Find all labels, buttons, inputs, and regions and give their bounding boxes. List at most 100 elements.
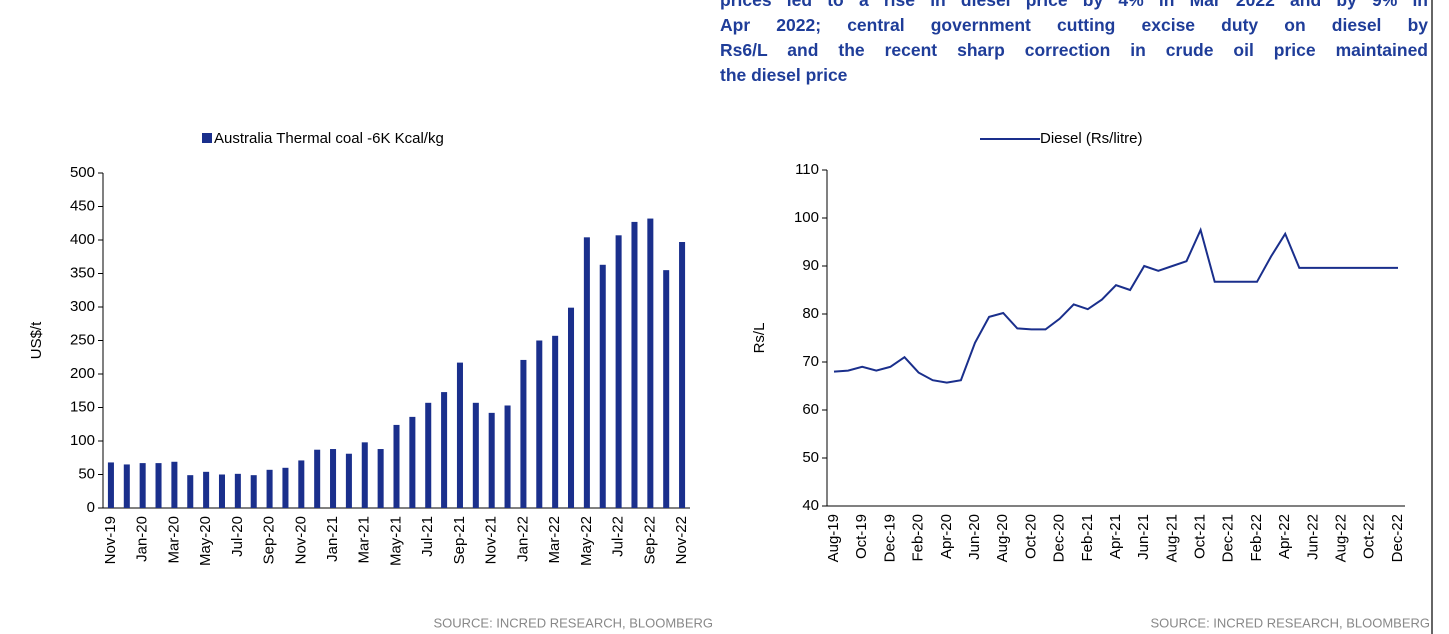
y-axis-label: US$/t [28,321,45,359]
bar [425,402,432,508]
bar [488,412,495,508]
y-tick-label: 90 [802,257,819,274]
note-line: prices led to a rise in diesel price by … [720,0,1428,10]
x-tick-label: Aug-20 [994,514,1011,562]
bar [234,473,241,508]
bar [393,424,400,508]
bar [615,235,622,508]
x-tick-label: Jan-22 [514,516,531,562]
bar [298,460,305,508]
bar [250,475,257,508]
y-tick-label: 400 [70,231,95,248]
y-tick-label: 350 [70,264,95,281]
x-tick-label: Jul-20 [229,516,246,557]
x-tick-label: Nov-22 [673,516,690,564]
bar [330,449,337,508]
y-tick-label: 250 [70,331,95,348]
bar [345,453,352,508]
bar [409,416,416,508]
y-tick-label: 450 [70,197,95,214]
bar [504,405,511,508]
x-tick-label: May-20 [197,516,214,566]
x-tick-label: Oct-21 [1192,514,1209,559]
bar [139,463,146,508]
x-tick-label: Oct-19 [853,514,870,559]
bar [599,264,606,508]
x-tick-label: May-21 [387,516,404,566]
x-tick-label: Jun-22 [1304,514,1321,560]
bar [218,474,226,508]
y-tick-label: 0 [87,499,95,516]
bar [361,442,368,508]
bar [456,362,463,508]
x-tick-label: Mar-21 [356,516,373,564]
bar [155,463,162,508]
bar [203,471,210,508]
legend-label: Australia Thermal coal -6K Kcal/kg [214,130,444,147]
x-tick-label: May-22 [578,516,595,566]
x-tick-label: Dec-21 [1220,514,1237,562]
x-tick-label: Sep-20 [261,516,278,564]
bar [679,242,686,508]
bar [647,218,654,508]
bar [187,475,194,508]
note-line: the diesel price [720,65,848,85]
bar [441,392,448,508]
y-tick-label: 500 [70,164,95,181]
x-tick-label: Jan-20 [134,516,151,562]
y-tick-label: 300 [70,298,95,315]
y-tick-label: 60 [802,401,819,418]
x-tick-label: Apr-21 [1107,514,1124,559]
bar [171,461,178,508]
line [833,227,1398,384]
bar [266,469,273,508]
x-tick-label: Dec-20 [1051,514,1068,562]
bar [472,402,479,508]
notes: prices led to a rise in diesel price by … [720,0,1428,88]
x-tick-label: Jul-22 [610,516,627,557]
bar [314,449,321,508]
legend-label: Diesel (Rs/litre) [1040,130,1143,147]
legend-swatch [202,133,212,143]
y-tick-label: 40 [802,497,819,514]
y-tick-label: 50 [802,449,819,466]
x-tick-label: Feb-21 [1079,514,1096,562]
bar [663,270,670,508]
x-tick-label: Mar-20 [165,516,182,564]
x-tick-label: Feb-20 [910,514,927,562]
x-tick-label: Aug-19 [825,514,842,562]
x-tick-label: Dec-22 [1389,514,1406,562]
x-tick-label: Apr-20 [938,514,955,559]
note-line: Apr 2022; central government cutting exc… [720,15,1428,35]
bar [520,359,527,508]
x-tick-label: Nov-19 [102,516,119,564]
bar [631,221,638,508]
bar [282,467,289,508]
bar [552,335,559,508]
x-tick-label: Aug-22 [1333,514,1350,562]
bar [583,237,590,508]
bar [536,340,543,508]
y-tick-label: 100 [794,209,819,226]
x-tick-label: Jan-21 [324,516,341,562]
source: SOURCE: INCRED RESEARCH, BLOOMBERG [1150,615,1430,630]
x-tick-label: Jun-21 [1135,514,1152,560]
x-tick-label: Feb-22 [1248,514,1265,562]
x-tick-label: Jul-21 [419,516,436,557]
x-tick-label: Jun-20 [966,514,983,560]
y-tick-label: 110 [795,161,819,178]
x-tick-label: Nov-20 [292,516,309,564]
x-tick-label: Sep-22 [641,516,658,564]
x-tick-label: Oct-22 [1361,514,1378,559]
y-tick-label: 150 [70,398,95,415]
bar [377,449,384,508]
x-tick-label: Apr-22 [1276,514,1293,559]
y-tick-label: 70 [802,353,819,370]
bar [107,462,114,508]
y-tick-label: 100 [70,432,95,449]
x-tick-label: Oct-20 [1022,514,1039,559]
y-tick-label: 200 [70,365,95,382]
y-tick-label: 50 [78,465,95,482]
